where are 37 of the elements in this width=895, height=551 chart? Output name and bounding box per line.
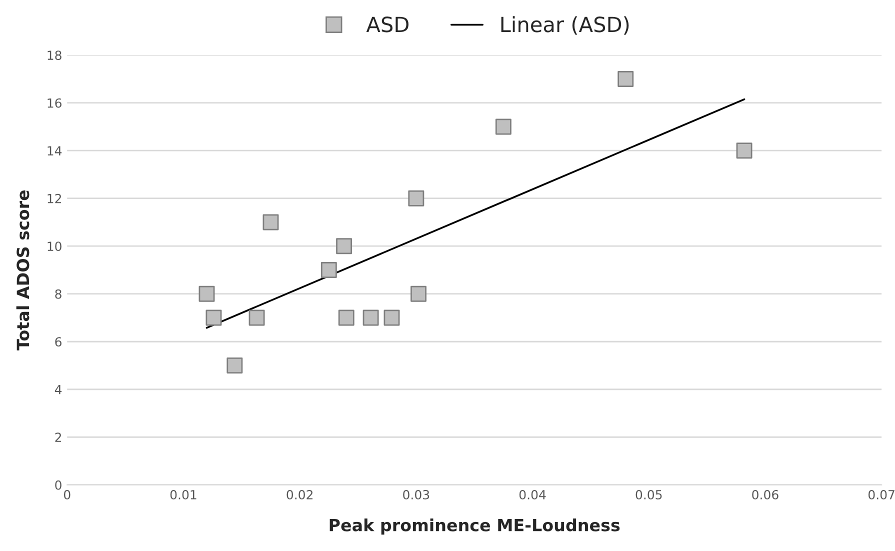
point (262, 214, 279, 230)
point (736, 142, 752, 159)
x-tick-label: 0.07 (868, 490, 894, 500)
x-tick-label: 0.05 (636, 490, 662, 500)
y-tick-label: 12 (48, 194, 62, 204)
point (198, 286, 215, 302)
point (206, 310, 222, 326)
x-tick-label: 0.02 (286, 490, 312, 500)
point (410, 286, 426, 302)
y-tick-label: 8 (55, 289, 62, 299)
point (384, 310, 400, 326)
y-tick-label: 0 (55, 480, 62, 490)
point (226, 358, 243, 374)
x-axis-title: Peak prominence ME-Loudness (330, 518, 620, 535)
y-tick-label: 2 (55, 432, 62, 442)
y-tick-label: 6 (55, 337, 62, 347)
y-tick-label: 10 (48, 242, 62, 252)
x-tick-label: 0 (64, 490, 70, 500)
x-tick-label: 0.01 (170, 490, 196, 500)
y-tick-label: 16 (48, 98, 62, 108)
point (362, 310, 379, 326)
x-tick-label: 0.04 (519, 490, 546, 500)
legend-label: Linear (ASD) (501, 16, 629, 35)
y-tick-label: 4 (54, 385, 62, 394)
y-axis-title: Total ADOS score (16, 190, 30, 350)
point (495, 118, 512, 135)
point (338, 310, 354, 326)
y-tick-label: 18 (48, 50, 62, 60)
point (248, 310, 265, 326)
point (618, 71, 634, 87)
y-tick-label: 14 (48, 146, 62, 156)
x-tick-label: 0.06 (752, 490, 778, 500)
point (320, 262, 337, 278)
point (408, 190, 424, 206)
legend-label: ASD (366, 16, 408, 32)
x-tick-label: 0.03 (403, 490, 430, 500)
point (336, 238, 352, 254)
